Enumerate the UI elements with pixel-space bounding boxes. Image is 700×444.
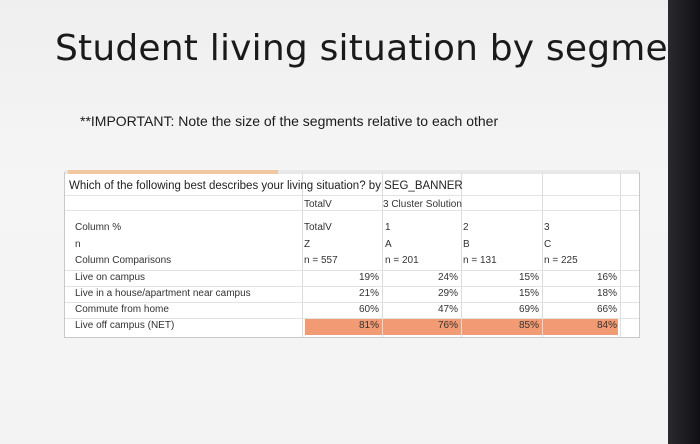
- row-divider: [65, 210, 639, 211]
- slide-note: **IMPORTANT: Note the size of the segmen…: [80, 113, 499, 129]
- table-accent-bar: [68, 170, 278, 174]
- row-divider: [65, 318, 639, 319]
- header-total: TotalV: [304, 199, 332, 210]
- row-label-n: n: [75, 239, 81, 250]
- cell-seg-a: 29%: [437, 288, 458, 299]
- row-divider: [65, 302, 639, 303]
- column-divider: [620, 173, 621, 337]
- header-letter-z: Z: [304, 239, 311, 250]
- header-seg-3: 3: [544, 222, 550, 233]
- table-question: Which of the following best describes yo…: [69, 180, 463, 192]
- row-divider: [65, 195, 639, 196]
- row-label-column-pct: Column %: [75, 222, 122, 233]
- cell-seg-b: 15%: [518, 288, 539, 299]
- column-divider: [542, 173, 543, 337]
- row-divider: [65, 270, 639, 271]
- crosstab-table: Which of the following best describes yo…: [64, 170, 640, 338]
- n-total: n = 557: [304, 255, 338, 266]
- header-total-2: TotalV: [304, 222, 332, 233]
- cell-seg-a: 47%: [437, 304, 458, 315]
- dark-screen-edge: [668, 0, 700, 444]
- cell-seg-a: 76%: [437, 320, 458, 331]
- header-letter-c: C: [544, 239, 552, 250]
- table-row-label: Live on campus: [75, 272, 146, 283]
- cell-total: 81%: [358, 320, 379, 331]
- table-row-label: Live off campus (NET): [75, 320, 175, 331]
- cell-seg-a: 24%: [437, 272, 458, 283]
- cell-seg-b: 15%: [518, 272, 539, 283]
- cell-seg-c: 18%: [596, 288, 617, 299]
- table-top-bar: [65, 170, 639, 174]
- cell-seg-c: 84%: [596, 320, 617, 331]
- header-seg-2: 2: [463, 222, 469, 233]
- header-seg-1: 1: [385, 222, 391, 233]
- n-seg-b: n = 131: [463, 255, 497, 266]
- cell-seg-b: 69%: [518, 304, 539, 315]
- row-label-comparisons: Column Comparisons: [75, 255, 172, 266]
- slide-title: Student living situation by segment: [55, 28, 700, 69]
- cell-total: 21%: [358, 288, 379, 299]
- row-divider: [65, 286, 639, 287]
- n-seg-a: n = 201: [385, 255, 419, 266]
- cell-seg-c: 66%: [596, 304, 617, 315]
- cell-seg-b: 85%: [518, 320, 539, 331]
- header-letter-a: A: [385, 239, 392, 250]
- presentation-slide: Student living situation by segment **IM…: [0, 0, 668, 444]
- cell-total: 60%: [358, 304, 379, 315]
- table-row-label: Live in a house/apartment near campus: [75, 288, 251, 299]
- header-letter-b: B: [463, 239, 470, 250]
- cell-seg-c: 16%: [596, 272, 617, 283]
- n-seg-c: n = 225: [544, 255, 578, 266]
- table-row-label: Commute from home: [75, 304, 169, 315]
- header-cluster: 3 Cluster Solution: [383, 199, 462, 210]
- cell-total: 19%: [358, 272, 379, 283]
- column-divider: [382, 173, 383, 337]
- column-divider: [461, 173, 462, 337]
- column-divider: [302, 173, 303, 337]
